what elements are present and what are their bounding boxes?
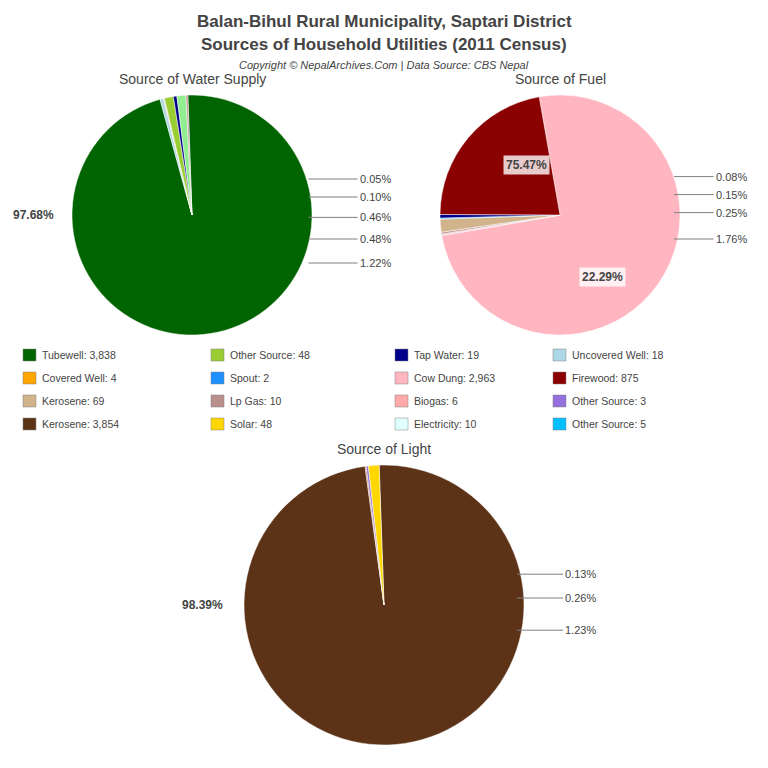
svg-text:0.15%: 0.15% — [716, 189, 747, 201]
svg-text:22.29%: 22.29% — [582, 270, 623, 284]
svg-text:0.46%: 0.46% — [360, 211, 391, 223]
svg-text:Source of Light: Source of Light — [337, 441, 431, 457]
svg-text:0.48%: 0.48% — [360, 233, 391, 245]
svg-text:0.08%: 0.08% — [716, 171, 747, 183]
svg-text:1.22%: 1.22% — [360, 257, 391, 269]
svg-text:Kerosene: 3,854: Kerosene: 3,854 — [42, 418, 119, 430]
svg-text:Solar: 48: Solar: 48 — [230, 418, 272, 430]
svg-text:1.23%: 1.23% — [565, 624, 596, 636]
svg-text:0.13%: 0.13% — [565, 568, 596, 580]
svg-text:Other Source: 3: Other Source: 3 — [572, 395, 646, 407]
svg-text:Sources of Household Utilities: Sources of Household Utilities (2011 Cen… — [201, 35, 567, 54]
svg-text:Copyright © NepalArchives.Com: Copyright © NepalArchives.Com | Data Sou… — [239, 59, 529, 71]
svg-text:0.10%: 0.10% — [360, 191, 391, 203]
svg-text:Uncovered Well: 18: Uncovered Well: 18 — [572, 349, 664, 361]
svg-text:1.76%: 1.76% — [716, 233, 747, 245]
svg-text:Cow Dung: 2,963: Cow Dung: 2,963 — [414, 372, 495, 384]
svg-text:Kerosene: 69: Kerosene: 69 — [42, 395, 105, 407]
svg-text:Biogas: 6: Biogas: 6 — [414, 395, 458, 407]
svg-text:Other Source: 5: Other Source: 5 — [572, 418, 646, 430]
svg-text:Source of Fuel: Source of Fuel — [515, 71, 606, 87]
svg-text:Spout: 2: Spout: 2 — [230, 372, 269, 384]
svg-text:Other Source: 48: Other Source: 48 — [230, 349, 310, 361]
svg-text:Source of Water Supply: Source of Water Supply — [119, 71, 266, 87]
svg-text:Firewood: 875: Firewood: 875 — [572, 372, 639, 384]
svg-text:Lp Gas: 10: Lp Gas: 10 — [230, 395, 282, 407]
svg-text:Tubewell: 3,838: Tubewell: 3,838 — [42, 349, 116, 361]
svg-text:Tap Water: 19: Tap Water: 19 — [414, 349, 479, 361]
svg-text:Electricity: 10: Electricity: 10 — [414, 418, 477, 430]
svg-text:Balan-Bihul Rural Municipality: Balan-Bihul Rural Municipality, Saptari … — [197, 12, 572, 31]
svg-text:0.25%: 0.25% — [716, 207, 747, 219]
svg-text:0.26%: 0.26% — [565, 592, 596, 604]
svg-text:Covered Well: 4: Covered Well: 4 — [42, 372, 117, 384]
svg-text:97.68%: 97.68% — [13, 208, 54, 222]
svg-text:0.05%: 0.05% — [360, 173, 391, 185]
svg-text:98.39%: 98.39% — [182, 598, 223, 612]
svg-text:75.47%: 75.47% — [506, 158, 547, 172]
